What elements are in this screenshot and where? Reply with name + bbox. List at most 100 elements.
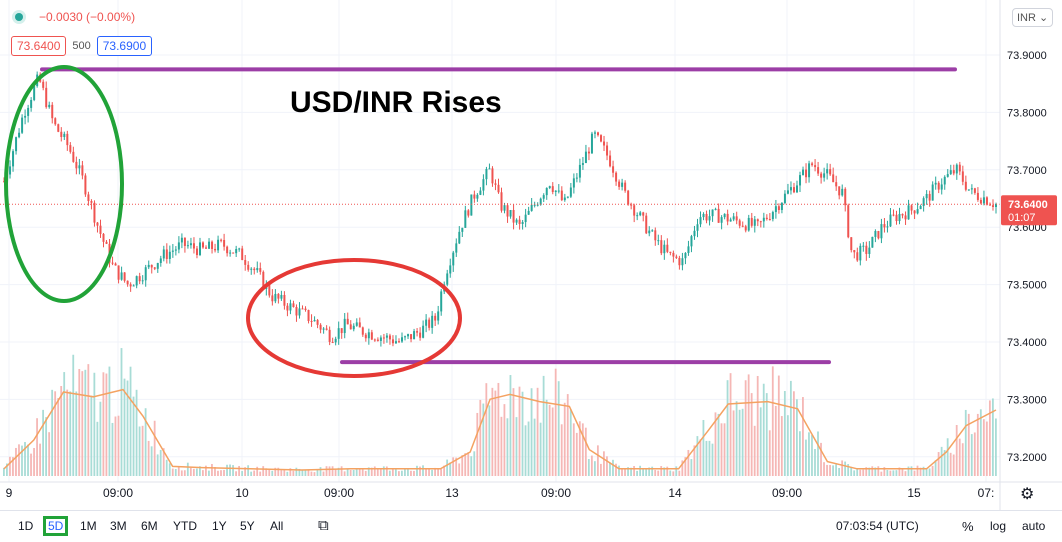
candle-body — [768, 219, 771, 221]
range-1d-button[interactable]: 1D — [18, 519, 34, 533]
candle-body — [401, 337, 404, 342]
volume-bar — [612, 459, 614, 476]
volume-bar — [69, 391, 72, 476]
volume-bar — [859, 469, 862, 476]
utc-clock[interactable]: 07:03:54 (UTC) — [836, 519, 919, 533]
candle-body — [189, 243, 192, 246]
candle-body — [54, 118, 57, 125]
candle-body — [132, 285, 135, 287]
volume-bar — [817, 431, 819, 476]
currency-label: INR — [1017, 12, 1036, 24]
candle-body — [777, 206, 780, 210]
range-5y-button[interactable]: 5Y — [240, 519, 255, 533]
time-axis[interactable]: 9 09:00 10 09:00 13 09:00 14 09:00 15 07: — [0, 481, 1062, 500]
volume-bar — [946, 438, 949, 476]
currency-select[interactable]: INR ⌄ — [1012, 8, 1054, 27]
volume-bar — [334, 469, 337, 476]
candle-body — [120, 272, 123, 280]
candle-body — [624, 182, 627, 191]
candle-body — [606, 145, 609, 156]
candle-body — [473, 194, 476, 199]
candle-body — [81, 165, 84, 176]
date-range-calendar-icon[interactable]: ⧉ — [318, 517, 329, 534]
candle-body — [946, 174, 949, 177]
candle-body — [639, 212, 642, 216]
volume-bar — [48, 432, 51, 476]
volume-bar — [681, 460, 684, 476]
range-6m-button[interactable]: 6M — [141, 519, 158, 533]
range-all-button[interactable]: All — [270, 519, 284, 533]
bid-price-button[interactable]: 73.6400 — [11, 36, 67, 56]
volume-bar — [183, 470, 186, 476]
range-1m-button[interactable]: 1M — [80, 519, 97, 533]
price-axis[interactable]: 73.900073.800073.700073.600073.500073.40… — [999, 0, 1047, 510]
range-3m-button[interactable]: 3M — [110, 519, 127, 533]
volume-bar — [708, 440, 711, 476]
candle-body — [33, 86, 36, 100]
percent-scale-toggle[interactable]: % — [962, 519, 974, 534]
volume-bar — [27, 444, 29, 476]
candle-body — [988, 204, 991, 206]
volume-bar — [262, 466, 265, 476]
candle-body — [75, 161, 78, 169]
settings-gear-icon[interactable]: ⚙ — [1020, 486, 1035, 503]
candle-body — [18, 132, 21, 138]
candle-body — [744, 226, 747, 231]
candle-body — [871, 236, 874, 248]
volume-bar — [871, 466, 874, 476]
volume-bar — [705, 440, 708, 476]
volume-bar — [247, 465, 250, 476]
range-1y-button[interactable]: 1Y — [212, 519, 227, 533]
candle-body — [756, 219, 759, 222]
chart-title-annotation[interactable]: USD/INR Rises — [290, 86, 502, 119]
candle-body — [144, 267, 147, 281]
candle-body — [410, 334, 413, 340]
volume-bar — [458, 463, 461, 476]
candle-body — [467, 210, 470, 216]
auto-scale-toggle[interactable]: auto — [1022, 519, 1046, 533]
volume-bar — [711, 443, 714, 476]
candle-body — [458, 231, 461, 244]
candle-body — [232, 252, 235, 254]
candle-body — [174, 249, 177, 251]
ask-price-button[interactable]: 73.6900 — [96, 36, 153, 56]
volume-bar — [934, 460, 937, 476]
volume-bar — [952, 454, 955, 476]
range-5d-button[interactable]: 5D — [43, 516, 69, 536]
red-ellipse-annotation[interactable] — [246, 258, 462, 378]
candle-body — [370, 332, 373, 340]
volume-bar — [54, 391, 57, 476]
log-scale-toggle[interactable]: log — [990, 519, 1007, 533]
candle-body — [391, 339, 394, 344]
volume-bar — [964, 409, 967, 476]
volume-bar — [337, 467, 340, 476]
candle-body — [334, 338, 337, 343]
candle-body — [416, 331, 419, 333]
candle-body — [105, 241, 108, 244]
volume-bar — [211, 463, 213, 476]
volume-bar — [660, 466, 663, 476]
volume-bar — [877, 466, 880, 476]
volume-bar — [479, 399, 482, 476]
candle-body — [247, 264, 250, 270]
green-ellipse-annotation[interactable] — [4, 65, 124, 303]
volume-bar — [494, 390, 497, 476]
price-chart[interactable]: USD/INR Rises 73.900073.800073.700073.60… — [0, 0, 1062, 510]
candle-body — [714, 208, 717, 210]
volume-bar — [180, 470, 183, 476]
candle-body — [165, 249, 168, 259]
candle-body — [817, 167, 820, 174]
volume-bar — [413, 470, 415, 476]
volume-bar — [904, 471, 907, 476]
candle-body — [512, 209, 515, 223]
volume-bar — [937, 452, 940, 476]
candle-body — [572, 178, 575, 188]
volume-bar — [654, 469, 657, 476]
range-ytd-button[interactable]: YTD — [173, 519, 197, 533]
candle-body — [180, 237, 183, 243]
volume-bar — [186, 462, 189, 476]
bid-ask-panel: 73.6400 500 73.6900 — [11, 36, 153, 56]
volume-bar — [750, 393, 753, 476]
volume-bar — [256, 466, 259, 476]
volume-bar — [425, 468, 427, 476]
